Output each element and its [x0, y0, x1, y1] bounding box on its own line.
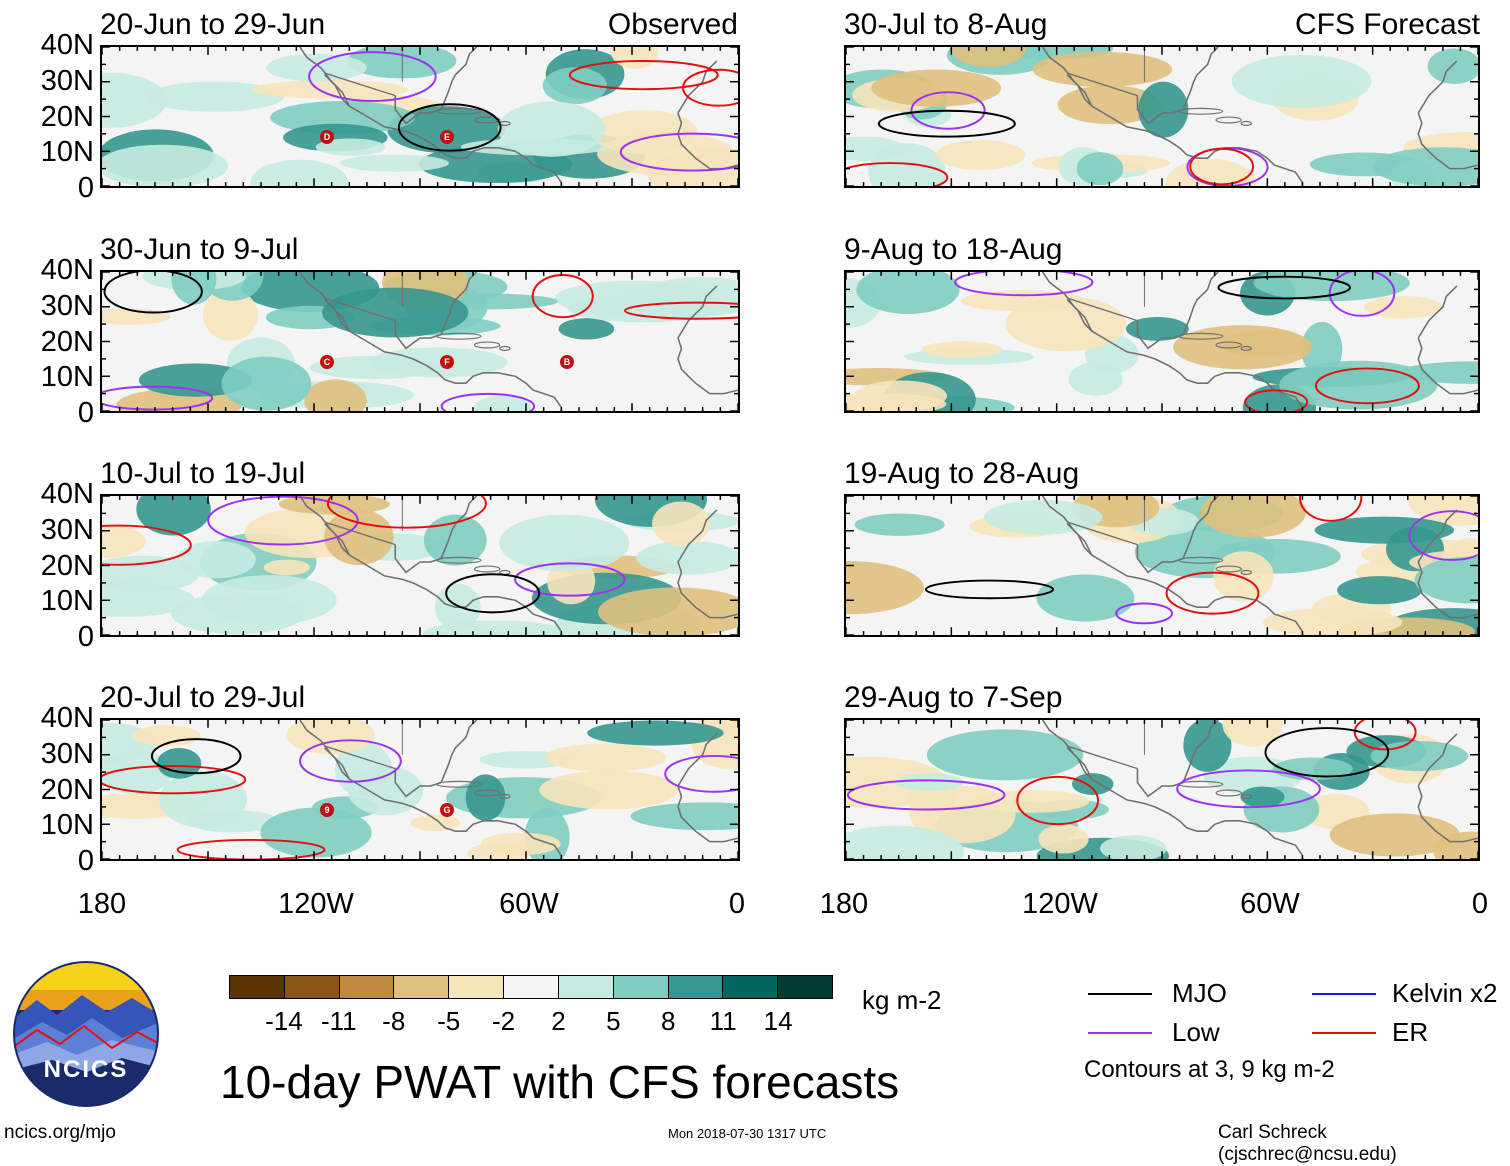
footer-url[interactable]: ncics.org/mjo	[4, 1122, 116, 1143]
left-y-tick-1-0: 40N	[40, 254, 94, 286]
colorbar-swatch	[394, 976, 450, 998]
er-legend-label: ER	[1392, 1017, 1429, 1047]
logo-text: NCICS	[43, 1056, 129, 1083]
left-y-tick-2-0: 40N	[40, 478, 94, 510]
left-panel-title-0: 20-Jun to 29-Jun	[100, 8, 326, 41]
x-tick-left-180: 180	[77, 888, 127, 920]
colorbar	[229, 975, 833, 999]
colorbar-swatch	[449, 976, 505, 998]
left-panel-title-1: 30-Jun to 9-Jul	[100, 233, 299, 266]
low-legend-line	[1088, 1032, 1152, 1034]
colorbar-tick: -11	[320, 1006, 357, 1036]
colorbar-tick: 14	[763, 1006, 793, 1036]
storm-marker: 9	[320, 803, 334, 817]
colorbar-tick: -14	[265, 1006, 303, 1036]
colorbar-tick: -8	[382, 1006, 406, 1036]
kelvin-legend-label: Kelvin x2	[1392, 978, 1498, 1008]
mjo-legend-label: MJO	[1172, 978, 1227, 1008]
right-panel-title-0: 30-Jul to 8-Aug	[844, 8, 1048, 41]
left-y-tick-3-1: 30N	[40, 737, 94, 770]
right-map-panel-0	[844, 45, 1480, 188]
colorbar-swatch	[284, 976, 340, 998]
left-y-tick-3-4: 0	[77, 845, 94, 877]
colorbar-tick: 5	[606, 1006, 621, 1036]
left-y-tick-0-4: 0	[77, 172, 94, 204]
left-map-panel-3	[100, 718, 740, 861]
storm-marker: E	[440, 130, 454, 144]
colorbar-swatch	[504, 976, 559, 998]
x-tick-left-0: 0	[728, 888, 746, 920]
mjo-legend-line	[1088, 993, 1152, 995]
observed-label: Observed	[607, 8, 738, 41]
right-panel-title-2: 19-Aug to 28-Aug	[844, 457, 1080, 490]
storm-marker: C	[320, 355, 334, 369]
left-map-panel-1	[100, 270, 740, 413]
left-y-tick-1-2: 20N	[40, 325, 94, 358]
left-y-tick-0-1: 30N	[40, 64, 94, 97]
left-y-tick-1-1: 30N	[40, 289, 94, 322]
colorbar-swatch	[723, 976, 779, 998]
storm-marker: F	[440, 355, 454, 369]
x-tick-left-60w: 60W	[499, 888, 559, 920]
right-map-panel-3	[844, 718, 1480, 861]
right-map-panel-1	[844, 270, 1480, 413]
x-tick-left-120w: 120W	[278, 888, 354, 920]
main-title: 10-day PWAT with CFS forecasts	[220, 1056, 900, 1108]
forecast-label: CFS Forecast	[1294, 8, 1480, 41]
left-map-panel-2	[100, 494, 740, 637]
left-panel-title-3: 20-Jul to 29-Jul	[100, 681, 306, 714]
footer-author: Carl Schreck (cjschrec@ncsu.edu)	[1218, 1122, 1397, 1165]
left-y-tick-0-3: 10N	[40, 136, 94, 169]
x-tick-right-180: 180	[819, 888, 869, 920]
storm-marker: D	[320, 130, 334, 144]
colorbar-tick: 11	[709, 1006, 737, 1036]
right-panel-title-1: 9-Aug to 18-Aug	[844, 233, 1063, 266]
x-tick-right-60w: 60W	[1240, 888, 1300, 920]
ncics-logo: NCICS	[12, 960, 160, 1108]
left-y-tick-2-3: 10N	[40, 585, 94, 618]
left-y-tick-2-4: 0	[77, 621, 94, 653]
left-y-tick-1-3: 10N	[40, 361, 94, 394]
left-map-panel-0	[100, 45, 740, 188]
er-legend-line	[1312, 1032, 1376, 1034]
storm-marker: G	[440, 803, 454, 817]
colorbar-swatch	[778, 976, 832, 998]
left-y-tick-3-2: 20N	[40, 773, 94, 806]
left-y-tick-0-2: 20N	[40, 100, 94, 133]
colorbar-swatch	[230, 976, 285, 998]
colorbar-tick: -5	[437, 1006, 461, 1036]
right-map-panel-2	[844, 494, 1480, 637]
left-y-tick-0-0: 40N	[40, 29, 94, 61]
left-y-tick-2-1: 30N	[40, 513, 94, 546]
colorbar-tick: -2	[491, 1006, 516, 1036]
left-y-tick-3-3: 10N	[40, 809, 94, 842]
storm-marker: B	[560, 355, 574, 369]
contour-note: Contours at 3, 9 kg m-2	[1084, 1056, 1335, 1083]
x-tick-right-0: 0	[1471, 888, 1489, 920]
colorbar-tick: 2	[551, 1006, 566, 1036]
footer-timestamp: Mon 2018-07-30 1317 UTC	[668, 1126, 827, 1141]
kelvin-legend-line	[1312, 993, 1376, 995]
left-panel-title-2: 10-Jul to 19-Jul	[100, 457, 306, 490]
left-y-tick-2-2: 20N	[40, 549, 94, 582]
left-y-tick-1-4: 0	[77, 397, 94, 429]
colorbar-tick: 8	[661, 1006, 676, 1036]
x-tick-right-120w: 120W	[1022, 888, 1098, 920]
colorbar-swatch	[339, 976, 395, 998]
colorbar-swatch	[668, 976, 724, 998]
colorbar-swatch	[613, 976, 669, 998]
low-legend-label: Low	[1172, 1017, 1220, 1047]
right-panel-title-3: 29-Aug to 7-Sep	[844, 681, 1063, 714]
colorbar-unit: kg m-2	[862, 985, 942, 1015]
left-y-tick-3-0: 40N	[40, 702, 94, 734]
colorbar-swatch	[558, 976, 614, 998]
